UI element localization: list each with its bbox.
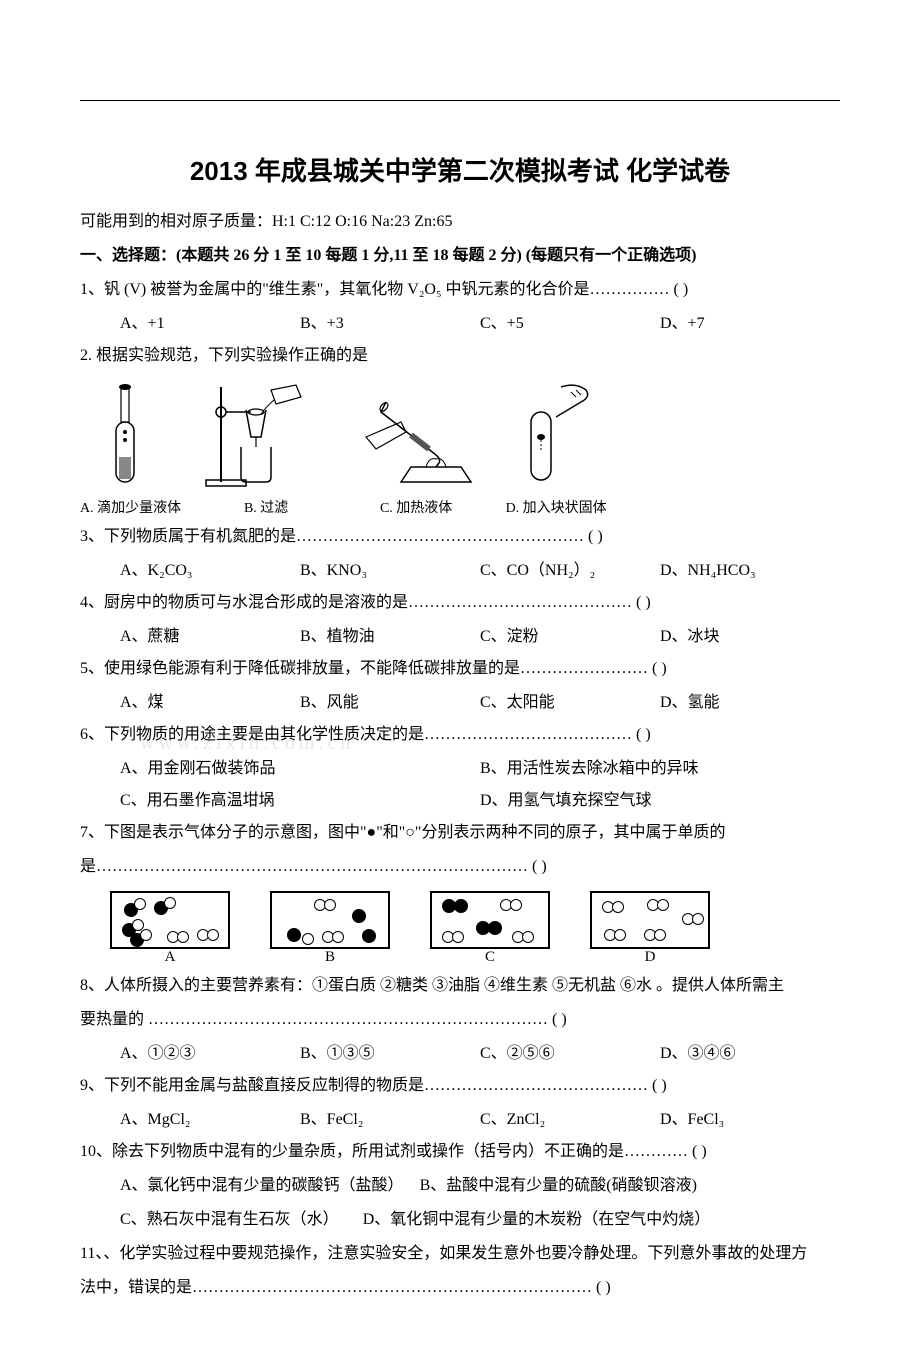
q8-option-c: C、②⑤⑥	[480, 1038, 660, 1070]
q7-diagram-a: A	[110, 891, 230, 966]
q2-caption-d: D. 加入块状固体	[501, 497, 611, 517]
q7-label-d: D	[590, 949, 710, 966]
q2-caption-a: A. 滴加少量液体	[80, 497, 181, 517]
q2-image-c: C. 加热液体	[351, 387, 481, 517]
question-5: 5、使用绿色能源有利于降低碳排放量，不能降低碳排放量的是…………………… ( )	[80, 653, 840, 685]
question-5-options: A、煤 B、风能 C、太阳能 D、氢能	[80, 687, 840, 719]
q10-option-a: A、氯化钙中混有少量的碳酸钙（盐酸）	[120, 1177, 404, 1194]
q5-option-a: A、煤	[120, 687, 300, 719]
question-8-line1: 8、人体所摄入的主要营养素有：①蛋白质 ②糖类 ③油脂 ④维生素 ⑤无机盐 ⑥水…	[80, 970, 840, 1002]
q7-label-b: B	[270, 949, 390, 966]
question-1-options: A、+1 B、+3 C、+5 D、+7	[80, 308, 840, 340]
q6-option-d: D、用氢气填充探空气球	[480, 785, 840, 817]
q7-label-c: C	[430, 949, 550, 966]
q6-option-a: A、用金刚石做装饰品	[120, 753, 480, 785]
question-6: www.zixin.com.cn 6、下列物质的用途主要是由其化学性质决定的是……	[80, 719, 840, 751]
q5-option-d: D、氢能	[660, 687, 840, 719]
q10-option-b: B、盐酸中混有少量的硫酸(硝酸钡溶液)	[420, 1177, 697, 1194]
q7-diagram-c: C	[430, 891, 550, 966]
question-8-line2: 要热量的 ………………………………………………………………… ( )	[80, 1004, 840, 1036]
q10-option-d: D、氧化铜中混有少量的木炭粉（在空气中灼烧）	[363, 1211, 711, 1228]
question-7-line2: 是……………………………………………………………………… ( )	[80, 851, 840, 883]
question-10-row2: C、熟石灰中混有生石灰（水） D、氧化铜中混有少量的木炭粉（在空气中灼烧）	[80, 1204, 840, 1236]
question-2-images: A. 滴加少量液体 B. 过滤 C. 加热液体	[80, 374, 840, 521]
question-4-options: A、蔗糖 B、植物油 C、淀粉 D、冰块	[80, 621, 840, 653]
question-9-options: A、MgCl₂ B、FeCl₂ C、ZnCl₂ D、FeCl₃	[80, 1104, 840, 1136]
question-7-line1: 7、下图是表示气体分子的示意图，图中"●"和"○"分别表示两种不同的原子，其中属…	[80, 817, 840, 849]
q4-option-c: C、淀粉	[480, 621, 660, 653]
q3-option-d: D、NH₄HCO₃	[660, 555, 840, 587]
q3-option-c: C、CO（NH₂）₂	[480, 555, 660, 587]
top-border-line	[80, 100, 840, 101]
q6-option-c: C、用石墨作高温坩埚	[120, 785, 480, 817]
q2-image-b: B. 过滤	[201, 382, 331, 517]
q4-option-b: B、植物油	[300, 621, 480, 653]
q6-option-b: B、用活性炭去除冰箱中的异味	[480, 753, 840, 785]
q2-caption-c: C. 加热液体	[351, 497, 481, 517]
atomic-mass-info: 可能用到的相对原子质量：H:1 C:12 O:16 Na:23 Zn:65	[80, 206, 840, 238]
question-3: 3、下列物质属于有机氮肥的是……………………………………………… ( )	[80, 521, 840, 553]
question-1: 1、钒 (V) 被誉为金属中的"维生素"，其氧化物 V₂O₅ 中钒元素的化合价是…	[80, 274, 840, 306]
q8-option-a: A、①②③	[120, 1038, 300, 1070]
q9-option-a: A、MgCl₂	[120, 1104, 300, 1136]
q4-option-a: A、蔗糖	[120, 621, 300, 653]
q9-option-c: C、ZnCl₂	[480, 1104, 660, 1136]
q3-option-a: A、K₂CO₃	[120, 555, 300, 587]
question-4: 4、厨房中的物质可与水混合形成的是溶液的是…………………………………… ( )	[80, 587, 840, 619]
question-2: 2. 根据实验规范，下列实验操作正确的是	[80, 340, 840, 372]
question-10-row1: A、氯化钙中混有少量的碳酸钙（盐酸） B、盐酸中混有少量的硫酸(硝酸钡溶液)	[80, 1170, 840, 1202]
q9-option-d: D、FeCl₃	[660, 1104, 840, 1136]
question-8-options: A、①②③ B、①③⑤ C、②⑤⑥ D、③④⑥	[80, 1038, 840, 1070]
q7-label-a: A	[110, 949, 230, 966]
q5-option-c: C、太阳能	[480, 687, 660, 719]
q2-image-d: D. 加入块状固体	[501, 382, 611, 517]
question-6-options-row2: C、用石墨作高温坩埚 D、用氢气填充探空气球	[80, 785, 840, 817]
question-6-options-row1: A、用金刚石做装饰品 B、用活性炭去除冰箱中的异味	[80, 753, 840, 785]
q4-option-d: D、冰块	[660, 621, 840, 653]
q7-diagram-d: D	[590, 891, 710, 966]
q1-option-a: A、+1	[120, 308, 300, 340]
q10-option-c: C、熟石灰中混有生石灰（水）	[120, 1211, 339, 1228]
q6-text: 6、下列物质的用途主要是由其化学性质决定的是………………………………… ( )	[80, 726, 651, 743]
q8-option-d: D、③④⑥	[660, 1038, 840, 1070]
q3-option-b: B、KNO₃	[300, 555, 480, 587]
q9-option-b: B、FeCl₂	[300, 1104, 480, 1136]
exam-title: 2013 年成县城关中学第二次模拟考试 化学试卷	[80, 151, 840, 188]
q1-option-c: C、+5	[480, 308, 660, 340]
question-11-line1: 11、、化学实验过程中要规范操作，注意实验安全，如果发生意外也要冷静处理。下列意…	[80, 1238, 840, 1270]
q2-caption-b: B. 过滤	[201, 497, 331, 517]
q1-option-d: D、+7	[660, 308, 840, 340]
question-11-line2: 法中，错误的是………………………………………………………………… ( )	[80, 1272, 840, 1304]
q5-option-b: B、风能	[300, 687, 480, 719]
q7-diagram-b: B	[270, 891, 390, 966]
question-3-options: A、K₂CO₃ B、KNO₃ C、CO（NH₂）₂ D、NH₄HCO₃	[80, 555, 840, 587]
q2-image-a: A. 滴加少量液体	[80, 382, 181, 517]
question-7-diagrams: A B C	[80, 885, 840, 970]
question-10: 10、除去下列物质中混有的少量杂质，所用试剂或操作（括号内）不正确的是………… …	[80, 1136, 840, 1168]
section-1-heading: 一、选择题：(本题共 26 分 1 至 10 每题 1 分,11 至 18 每题…	[80, 240, 840, 272]
question-9: 9、下列不能用金属与盐酸直接反应制得的物质是…………………………………… ( )	[80, 1070, 840, 1102]
q8-option-b: B、①③⑤	[300, 1038, 480, 1070]
q1-option-b: B、+3	[300, 308, 480, 340]
